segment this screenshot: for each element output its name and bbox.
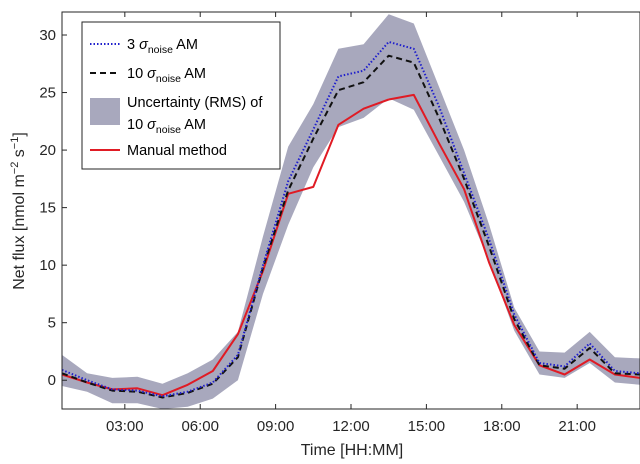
legend-label-uncertainty-line1: Uncertainty (RMS) of — [127, 95, 263, 111]
legend-label-10sigma: 10 σnoise AM — [127, 66, 206, 85]
y-tick-label: 20 — [39, 142, 56, 159]
legend-swatch-uncertainty — [90, 98, 120, 125]
y-tick-label: 0 — [48, 372, 56, 389]
y-tick-label: 15 — [39, 200, 56, 217]
y-tick-label: 25 — [39, 85, 56, 102]
legend-label-uncertainty-line2: 10 σnoise AM — [127, 117, 206, 136]
series-layer — [61, 40, 640, 399]
series-line-10-noise-am — [61, 54, 640, 399]
legend: 3 σnoise AM 10 σnoise AM Uncertainty (RM… — [81, 21, 281, 170]
y-axis-ticks: 0 5 10 15 20 25 30 — [39, 27, 67, 389]
x-tick-label: 09:00 — [257, 418, 295, 435]
legend-label-manual: Manual method — [127, 143, 227, 159]
uncertainty-band — [62, 14, 640, 410]
y-axis-label: Net flux [nmol m−2 s−1] — [9, 132, 28, 290]
series-line-3-noise-am — [61, 40, 640, 398]
legend-box — [81, 21, 281, 170]
x-tick-label: 21:00 — [558, 418, 596, 435]
x-tick-label: 12:00 — [332, 418, 370, 435]
y-tick-label: 5 — [48, 315, 56, 332]
y-tick-label: 10 — [39, 257, 56, 274]
x-tick-label: 06:00 — [181, 418, 219, 435]
x-tick-label: 15:00 — [408, 418, 446, 435]
x-tick-label: 18:00 — [483, 418, 521, 435]
legend-label-3sigma: 3 σnoise AM — [127, 37, 198, 56]
x-tick-label: 03:00 — [106, 418, 144, 435]
uncertainty-band-layer — [62, 14, 640, 410]
x-axis-ticks: 03:00 06:00 09:00 12:00 15:00 18:00 21:00 — [106, 12, 596, 435]
x-axis-label: Time [HH:MM] — [301, 442, 404, 459]
y-tick-label: 30 — [39, 27, 56, 44]
